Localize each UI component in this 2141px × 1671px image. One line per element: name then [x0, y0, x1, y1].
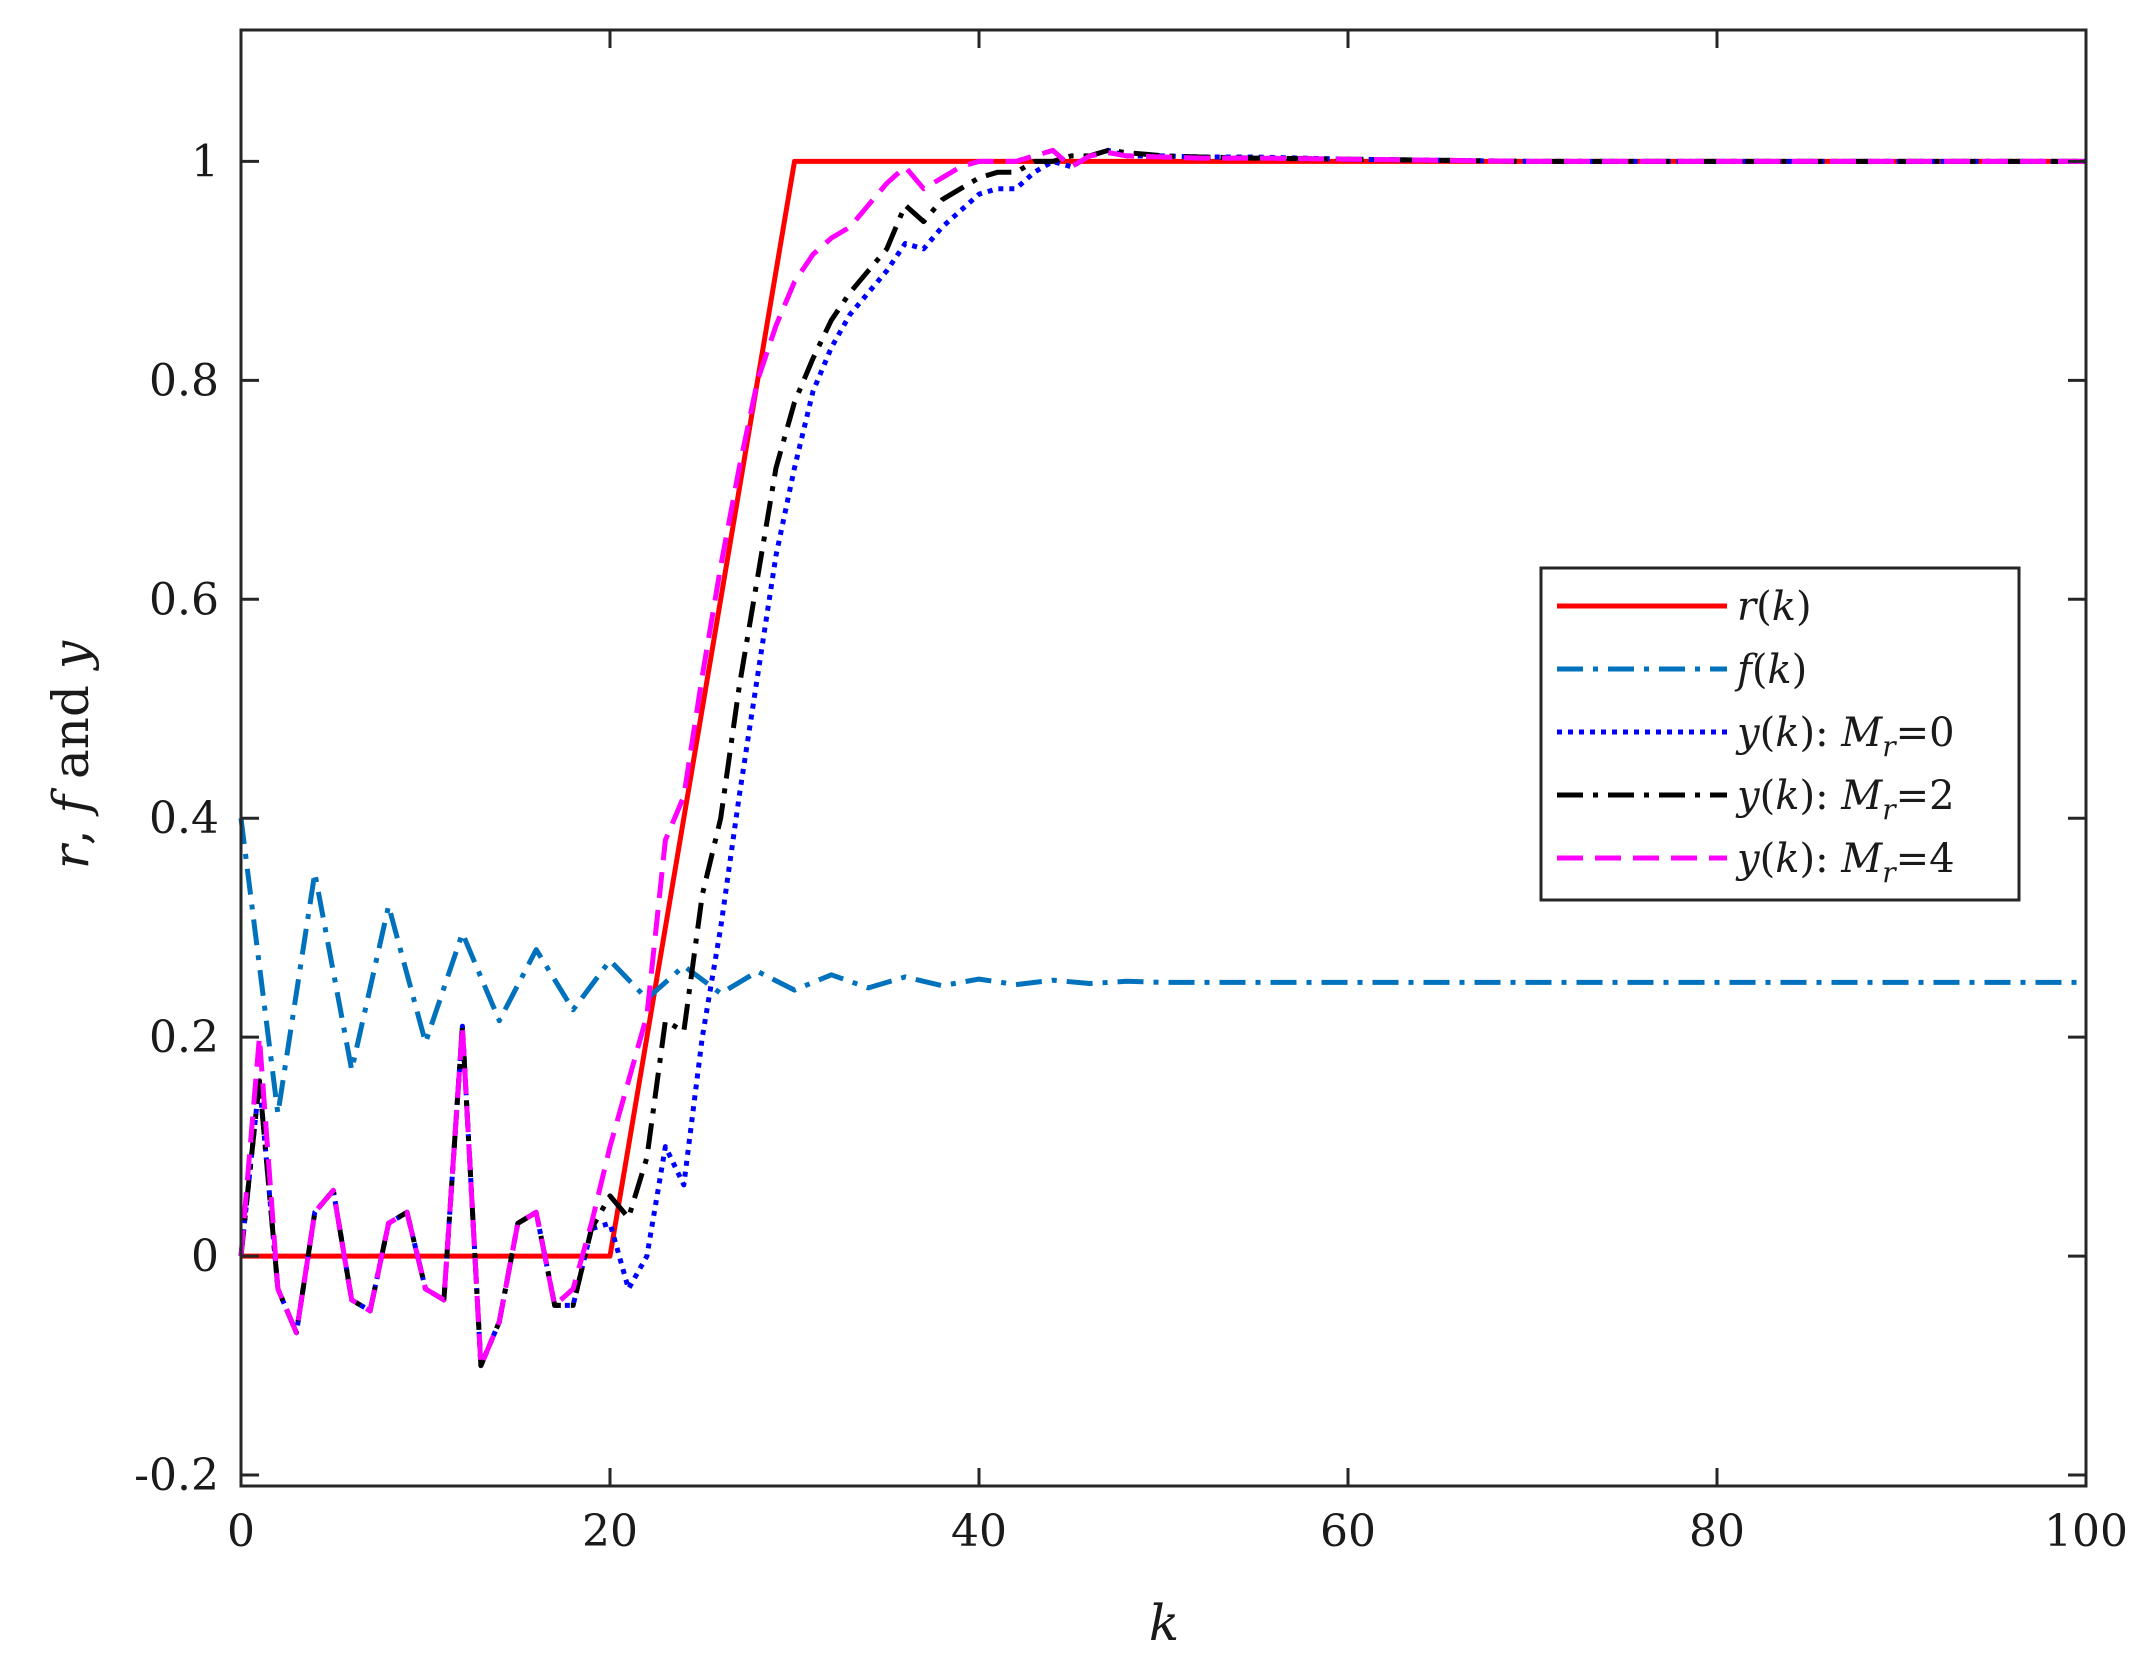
- y-tick-label: 0.2: [149, 1012, 219, 1063]
- y-tick-label: 0.4: [149, 793, 219, 844]
- legend-label-3: y(k): Mr=0: [1735, 710, 1955, 763]
- x-tick-label: 80: [1689, 1506, 1745, 1557]
- y-tick-label: 0.6: [149, 574, 219, 625]
- y-tick-label: 1: [191, 136, 219, 187]
- y-axis-title-text: r, f and y: [42, 640, 100, 869]
- x-tick-label: 40: [951, 1506, 1007, 1557]
- x-tick-label: 100: [2044, 1506, 2128, 1557]
- plot-frame: [239, 28, 2088, 1488]
- legend-label-4: y(k): Mr=2: [1735, 773, 1955, 826]
- legend: r(k) f(k) y(k): Mr=0 y(k): Mr=2 y(k): Mr=4: [1539, 566, 2021, 902]
- y-axis-title: r, f and y: [42, 640, 100, 869]
- series-line-5: [238, 147, 2086, 1369]
- series-line-2: [238, 817, 2086, 1117]
- axes-layer: 0 20 40 60 80 100-0.200.20.40.60.81: [134, 28, 2128, 1557]
- x-tick-label: 60: [1320, 1506, 1376, 1557]
- legend-label-2: f(k): [1734, 647, 1807, 693]
- legend-label-1: r(k): [1737, 584, 1812, 630]
- y-tick-label: -0.2: [134, 1450, 219, 1501]
- legend-label-5: y(k): Mr=4: [1735, 836, 1955, 889]
- x-axis-title: k: [1149, 1594, 1179, 1652]
- series-layer: [238, 147, 2086, 1369]
- legend-frame: [1539, 566, 2021, 902]
- y-tick-label: 0.8: [149, 355, 219, 406]
- x-tick-label: 0: [227, 1506, 255, 1557]
- y-tick-label: 0: [191, 1231, 219, 1282]
- x-tick-label: 20: [582, 1506, 638, 1557]
